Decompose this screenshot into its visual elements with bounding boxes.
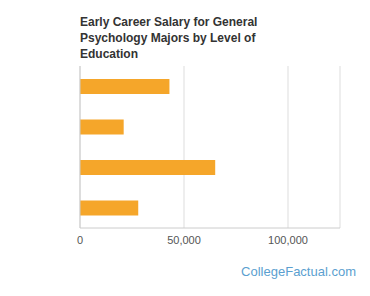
html-text:CollegeFactual.com: CollegeFactual.com: [241, 264, 356, 279]
html-text:Early Career Salary for Genera: Early Career Salary for General Psycholo…: [80, 15, 258, 61]
svg-text:50,000: 50,000: [167, 234, 201, 246]
svg-text:0: 0: [77, 234, 83, 246]
svg-text:100,000: 100,000: [268, 234, 308, 246]
